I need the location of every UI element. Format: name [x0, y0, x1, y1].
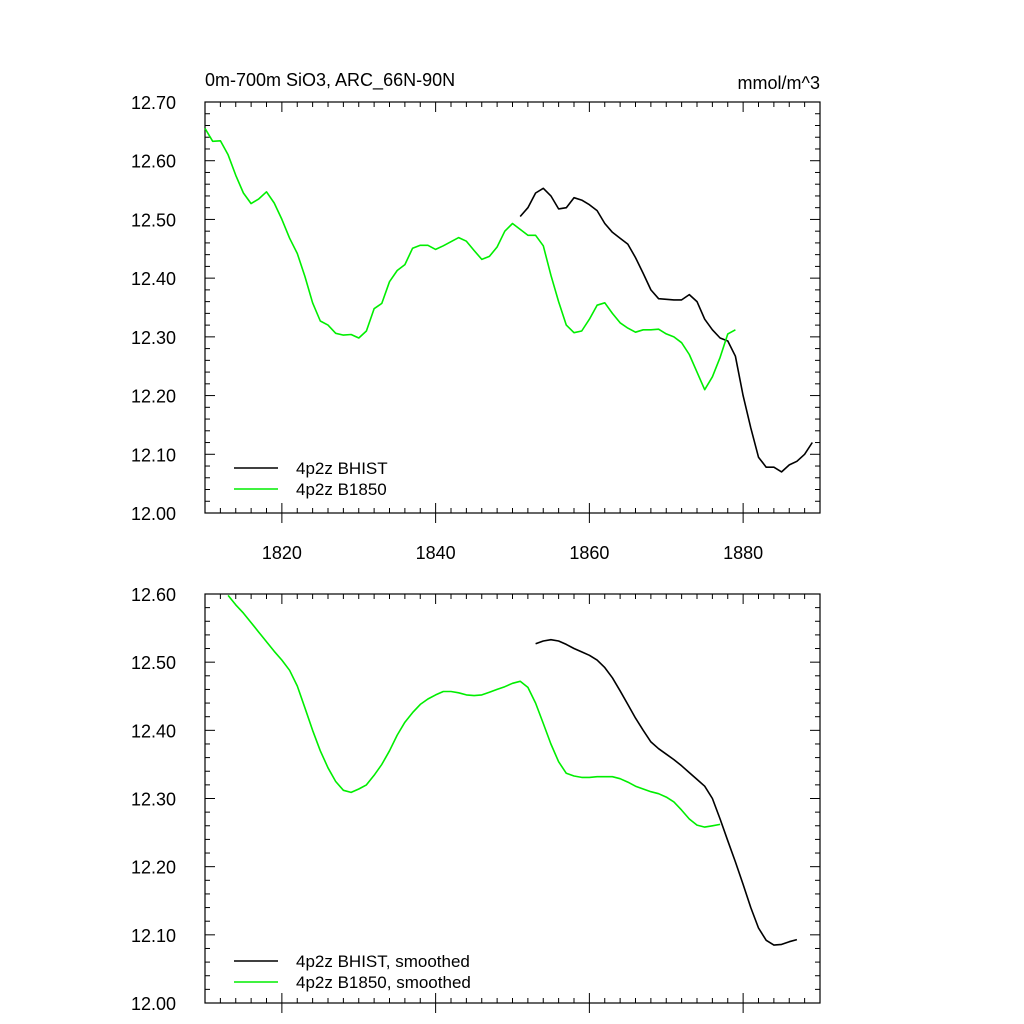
- y-tick-label: 12.40: [131, 721, 176, 741]
- y-tick-label: 12.10: [131, 926, 176, 946]
- top-panel: 1820 1840 1860 1880 12.00 12.10 12.20 12.30 12.4…: [131, 70, 821, 563]
- y-tick-label: 12.30: [131, 790, 176, 810]
- plot-frame: [204, 593, 821, 1004]
- x-tick-label: 1860: [569, 543, 609, 563]
- x-tick-label: 1840: [416, 543, 456, 563]
- series-line-0: [519, 187, 813, 473]
- chart-title: 0m-700m SiO3, ARC_66N-90N: [205, 70, 455, 91]
- x-tick-label: 1820: [262, 543, 302, 563]
- legend-label: 4p2z B1850, smoothed: [296, 973, 471, 992]
- legend-label: 4p2z BHIST: [296, 459, 388, 478]
- x-tick-label: 1880: [723, 543, 763, 563]
- series-line-0: [535, 638, 798, 946]
- y-tick-label: 12.20: [131, 858, 176, 878]
- series-line-1: [227, 594, 721, 828]
- y-tick-label: 12.70: [131, 93, 176, 113]
- y-tick-label: 12.50: [131, 210, 176, 230]
- y-tick-label: 12.00: [131, 994, 176, 1014]
- y-tick-label: 12.10: [131, 445, 176, 465]
- y-tick-label: 12.20: [131, 387, 176, 407]
- plot-frame: [204, 101, 821, 514]
- y-tick-label: 12.40: [131, 269, 176, 289]
- units-label: mmol/m^3: [738, 73, 820, 93]
- y-tick-label: 12.50: [131, 653, 176, 673]
- series-line-1: [204, 127, 736, 391]
- bottom-panel: 12.00 12.10 12.20 12.30 12.40 12.50 12.60 4p2z …: [131, 585, 821, 1014]
- legend-label: 4p2z BHIST, smoothed: [296, 952, 470, 971]
- y-tick-label: 12.60: [131, 585, 176, 605]
- y-tick-label: 12.00: [131, 504, 176, 524]
- y-tick-label: 12.30: [131, 328, 176, 348]
- legend-label: 4p2z B1850: [296, 480, 387, 499]
- y-tick-label: 12.60: [131, 152, 176, 172]
